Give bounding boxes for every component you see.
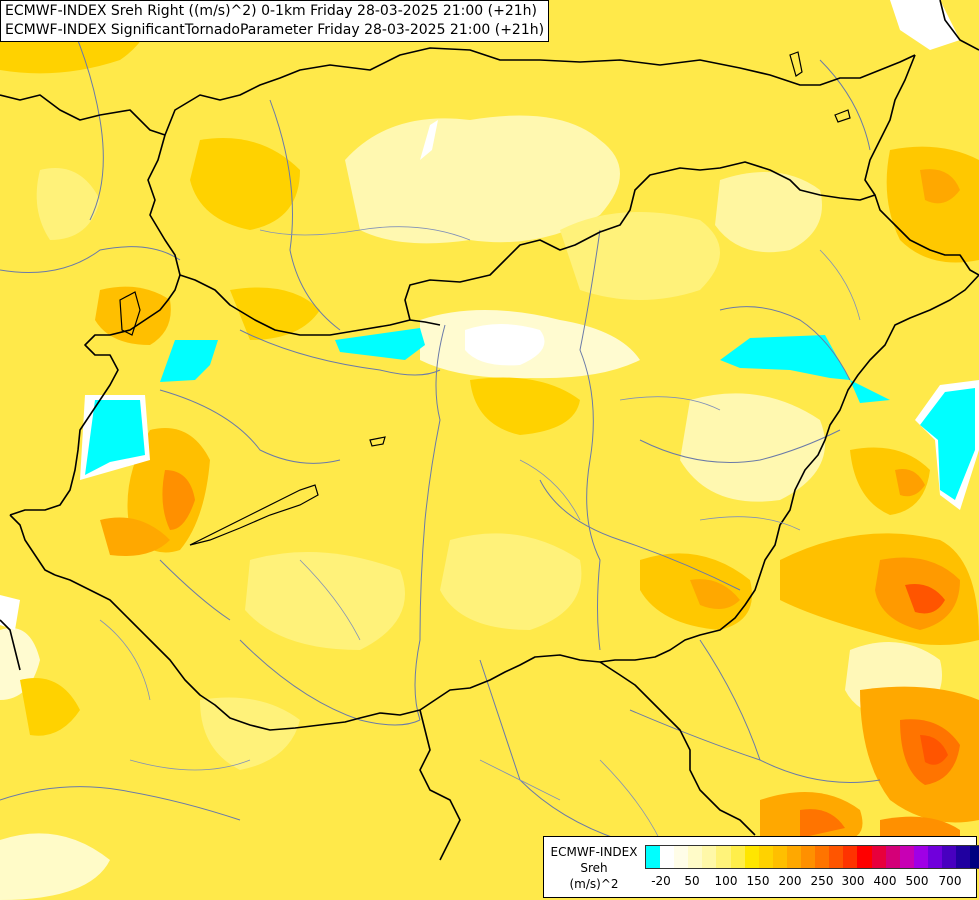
legend-swatch	[758, 846, 773, 868]
legend-tick-label: -20	[651, 874, 671, 888]
map-title-line1: ECMWF-INDEX Sreh Right ((m/s)^2) 0-1km F…	[5, 3, 537, 19]
cyan-areas	[0, 0, 979, 630]
legend-swatch	[772, 846, 787, 868]
legend-tick-label: 200	[778, 874, 802, 888]
legend-swatch	[815, 846, 830, 868]
color-legend: ECMWF-INDEX Sreh (m/s)^2 -20 50 100 150 200 2…	[543, 836, 979, 898]
legend-swatch	[857, 846, 872, 868]
legend-swatch	[899, 846, 914, 868]
map-title-box: ECMWF-INDEX Sreh Right ((m/s)^2) 0-1km F…	[0, 0, 550, 42]
legend-swatch	[885, 846, 900, 868]
legend-swatch	[829, 846, 844, 868]
legend-tick-label: 250	[810, 874, 834, 888]
borders	[0, 0, 979, 861]
legend-swatch	[786, 846, 802, 868]
legend-swatch	[970, 846, 979, 868]
legend-title-line2: Sreh	[580, 861, 608, 875]
legend-title-line3: (m/s)^2	[569, 877, 619, 891]
legend-swatch	[674, 846, 689, 868]
legend-tick-label: 500	[905, 874, 929, 888]
regions	[99, 226, 861, 841]
legend-swatch	[941, 846, 957, 868]
lakes	[119, 51, 851, 546]
legend-tick-label: 50	[684, 874, 700, 888]
legend-swatch	[702, 846, 717, 868]
legend-swatch	[956, 846, 971, 868]
legend-tick-label: 150	[746, 874, 770, 888]
legend-swatch	[843, 846, 858, 868]
legend-tick-label: 700	[938, 874, 962, 888]
rivers	[0, 0, 881, 841]
legend-swatch	[801, 846, 816, 868]
legend-title-line1: ECMWF-INDEX	[550, 845, 638, 859]
legend-swatch	[871, 846, 886, 868]
legend-swatch	[927, 846, 942, 868]
legend-swatch	[744, 846, 759, 868]
legend-swatches	[645, 845, 979, 869]
legend-tick-label: 100	[714, 874, 738, 888]
legend-swatch	[646, 846, 661, 868]
legend-tick-label: 400	[873, 874, 897, 888]
map-title-line2: ECMWF-INDEX SignificantTornadoParameter …	[5, 22, 545, 38]
legend-swatch	[688, 846, 703, 868]
legend-swatch	[913, 846, 928, 868]
legend-tick-label: 300	[841, 874, 865, 888]
legend-swatch	[660, 846, 675, 868]
legend-swatch	[730, 846, 745, 868]
legend-swatch	[716, 846, 731, 868]
